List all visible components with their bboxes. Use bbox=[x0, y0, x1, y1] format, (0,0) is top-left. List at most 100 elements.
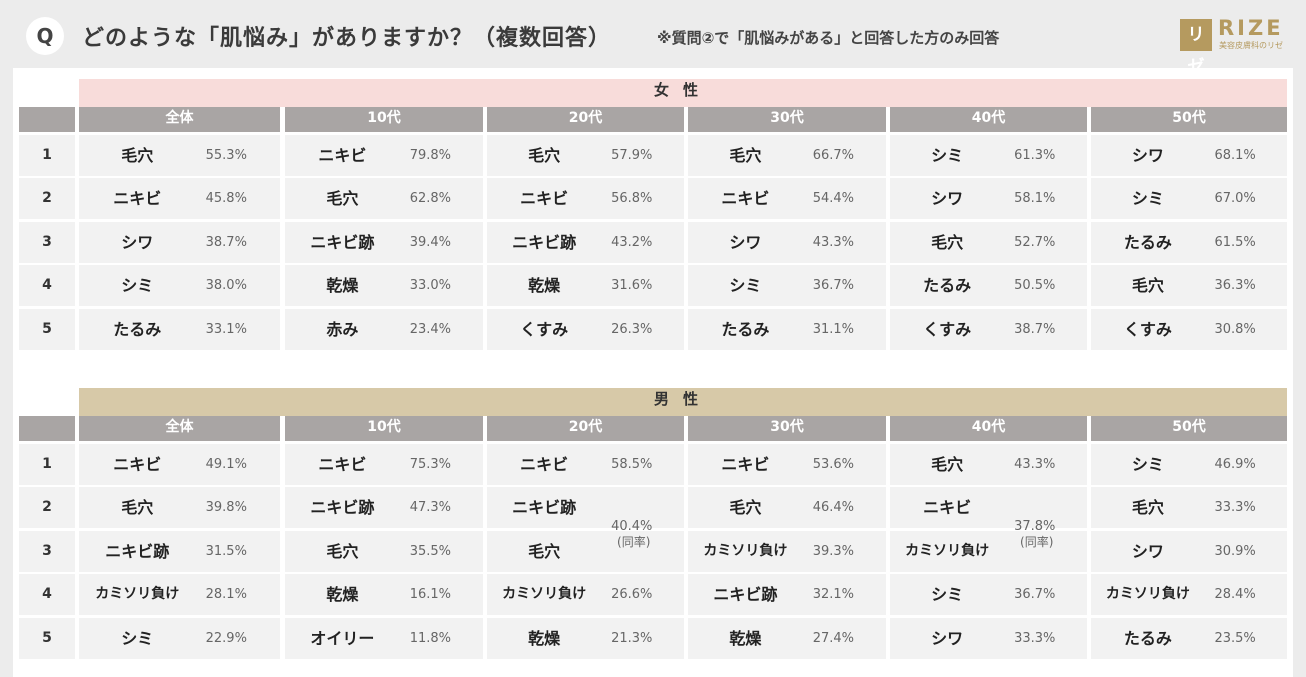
percentage-value: 38.7% bbox=[1014, 321, 1056, 337]
column-header: 20代 bbox=[487, 107, 684, 132]
table-cell: くすみ 26.3% bbox=[487, 308, 684, 350]
percentage-value: 27.4% bbox=[812, 630, 855, 646]
skin-concern-label: シミ bbox=[121, 628, 154, 648]
column-header: 20代 bbox=[487, 416, 684, 441]
table-cell: カミソリ負け 39.3% bbox=[688, 530, 886, 572]
skin-concern-label: カミソリ負け bbox=[95, 586, 180, 602]
table-cell: ニキビ 58.5% bbox=[487, 443, 684, 485]
table-cell: たるみ 33.1% bbox=[79, 308, 280, 350]
percentage-value: 55.3% bbox=[205, 147, 247, 163]
percentage-value: 31.1% bbox=[812, 321, 855, 337]
skin-concern-label: ニキビ bbox=[721, 189, 770, 208]
table-cell: 乾燥 16.1% bbox=[285, 574, 483, 615]
table-cell: ニキビ 75.3% bbox=[285, 443, 483, 485]
percentage-value: 36.7% bbox=[1014, 587, 1056, 602]
rank-label: 5 bbox=[19, 308, 75, 350]
table-cell: 毛穴 46.4% bbox=[688, 487, 886, 528]
skin-concern-label: 毛穴 bbox=[729, 145, 762, 165]
brand-logo-text: RIZE bbox=[1218, 16, 1284, 40]
percentage-value: 52.7% bbox=[1014, 234, 1056, 250]
percentage-value: 43.2% bbox=[611, 234, 653, 250]
question-badge: Q bbox=[26, 17, 64, 55]
percentage-value: 58.1% bbox=[1014, 191, 1056, 206]
percentage-value: 45.8% bbox=[205, 191, 247, 206]
skin-concern-label: 乾燥 bbox=[326, 276, 359, 295]
skin-concern-label: ニキビ bbox=[318, 145, 367, 165]
table-cell: 毛穴 62.8% bbox=[285, 178, 483, 219]
skin-concern-label: ニキビ bbox=[923, 498, 972, 517]
rank-label: 4 bbox=[19, 574, 75, 615]
table-cell: 乾燥 33.0% bbox=[285, 265, 483, 306]
percentage-value: 16.1% bbox=[409, 587, 452, 602]
skin-concern-label: シミ bbox=[931, 145, 964, 165]
skin-concern-label: シミ bbox=[1131, 454, 1164, 474]
table-cell: ニキビ 54.4% bbox=[688, 178, 886, 219]
table-cell: 毛穴 33.3% bbox=[1091, 487, 1287, 528]
rank-label: 1 bbox=[19, 134, 75, 176]
percentage-value: 49.1% bbox=[205, 456, 247, 472]
table-cell: カミソリ負け bbox=[890, 530, 1087, 572]
skin-concern-label: たるみ bbox=[1123, 232, 1172, 252]
table-cell: 毛穴 55.3% bbox=[79, 134, 280, 176]
brand-logo-mark: リゼ bbox=[1180, 19, 1212, 77]
percentage-value: 57.9% bbox=[611, 147, 653, 163]
table-cell: ニキビ跡 47.3% bbox=[285, 487, 483, 528]
percentage-value: 39.4% bbox=[409, 234, 452, 250]
skin-concern-label: 乾燥 bbox=[528, 628, 561, 648]
percentage-value: 38.0% bbox=[205, 278, 247, 293]
skin-concern-label: 毛穴 bbox=[528, 145, 561, 165]
column-header: 40代 bbox=[890, 107, 1087, 132]
table-cell: たるみ 23.5% bbox=[1091, 617, 1287, 659]
percentage-value: 66.7% bbox=[812, 147, 855, 163]
rank-label: 5 bbox=[19, 617, 75, 659]
percentage-value: 35.5% bbox=[409, 543, 452, 559]
table-cell: 毛穴 39.8% bbox=[79, 487, 280, 528]
table-cell: カミソリ負け 28.4% bbox=[1091, 574, 1287, 615]
percentage-value: 54.4% bbox=[812, 191, 855, 206]
tie-note: (同率) bbox=[1020, 535, 1054, 549]
skin-concern-label: 毛穴 bbox=[528, 541, 561, 561]
percentage-value: 39.8% bbox=[205, 500, 247, 515]
table-cell: シワ 33.3% bbox=[890, 617, 1087, 659]
skin-concern-label: カミソリ負け bbox=[1105, 586, 1190, 602]
table-cell: シミ 22.9% bbox=[79, 617, 280, 659]
percentage-value: 39.3% bbox=[812, 543, 855, 559]
skin-concern-label: シワ bbox=[729, 232, 762, 252]
skin-concern-label: ニキビ bbox=[318, 454, 367, 474]
rank-label: 1 bbox=[19, 443, 75, 485]
percentage-value: 33.0% bbox=[409, 278, 452, 293]
skin-concern-label: ニキビ bbox=[520, 454, 569, 474]
header: Q どのような「肌悩み」がありますか？（複数回答） ※質問②で「肌悩みがある」と… bbox=[0, 0, 1306, 77]
table-cell: 毛穴 35.5% bbox=[285, 530, 483, 572]
skin-concern-label: たるみ bbox=[113, 319, 162, 339]
column-header: 10代 bbox=[285, 107, 483, 132]
skin-concern-label: ニキビ跡 bbox=[512, 498, 577, 517]
skin-concern-label: シミ bbox=[729, 276, 762, 295]
table-cell: くすみ 38.7% bbox=[890, 308, 1087, 350]
skin-concern-label: 毛穴 bbox=[121, 145, 154, 165]
table-cell: シミ 38.0% bbox=[79, 265, 280, 306]
skin-concern-label: シワ bbox=[931, 628, 964, 648]
skin-concern-label: 毛穴 bbox=[729, 498, 762, 517]
column-header: 10代 bbox=[285, 416, 483, 441]
skin-concern-label: たるみ bbox=[721, 319, 770, 339]
table-cell: シワ 38.7% bbox=[79, 221, 280, 263]
table-cell: ニキビ跡 bbox=[487, 487, 684, 528]
skin-concern-label: シミ bbox=[1131, 189, 1164, 208]
percentage-value: 31.6% bbox=[611, 278, 653, 293]
percentage-value: 28.4% bbox=[1214, 587, 1256, 602]
table-cell: ニキビ跡 39.4% bbox=[285, 221, 483, 263]
percentage-value: 75.3% bbox=[409, 456, 452, 472]
table-cell: たるみ 61.5% bbox=[1091, 221, 1287, 263]
column-header: 40代 bbox=[890, 416, 1087, 441]
table-cell: カミソリ負け 26.6% bbox=[487, 574, 684, 615]
table-cell: 乾燥 21.3% bbox=[487, 617, 684, 659]
percentage-value: 26.3% bbox=[611, 321, 653, 337]
table-cell: オイリー 11.8% bbox=[285, 617, 483, 659]
percentage-value: 62.8% bbox=[409, 191, 452, 206]
table-cell: ニキビ 53.6% bbox=[688, 443, 886, 485]
table-cell: 毛穴 52.7% bbox=[890, 221, 1087, 263]
table-cell: シワ 43.3% bbox=[688, 221, 886, 263]
skin-concern-label: シワ bbox=[931, 189, 964, 208]
table-cell: ニキビ bbox=[890, 487, 1087, 528]
